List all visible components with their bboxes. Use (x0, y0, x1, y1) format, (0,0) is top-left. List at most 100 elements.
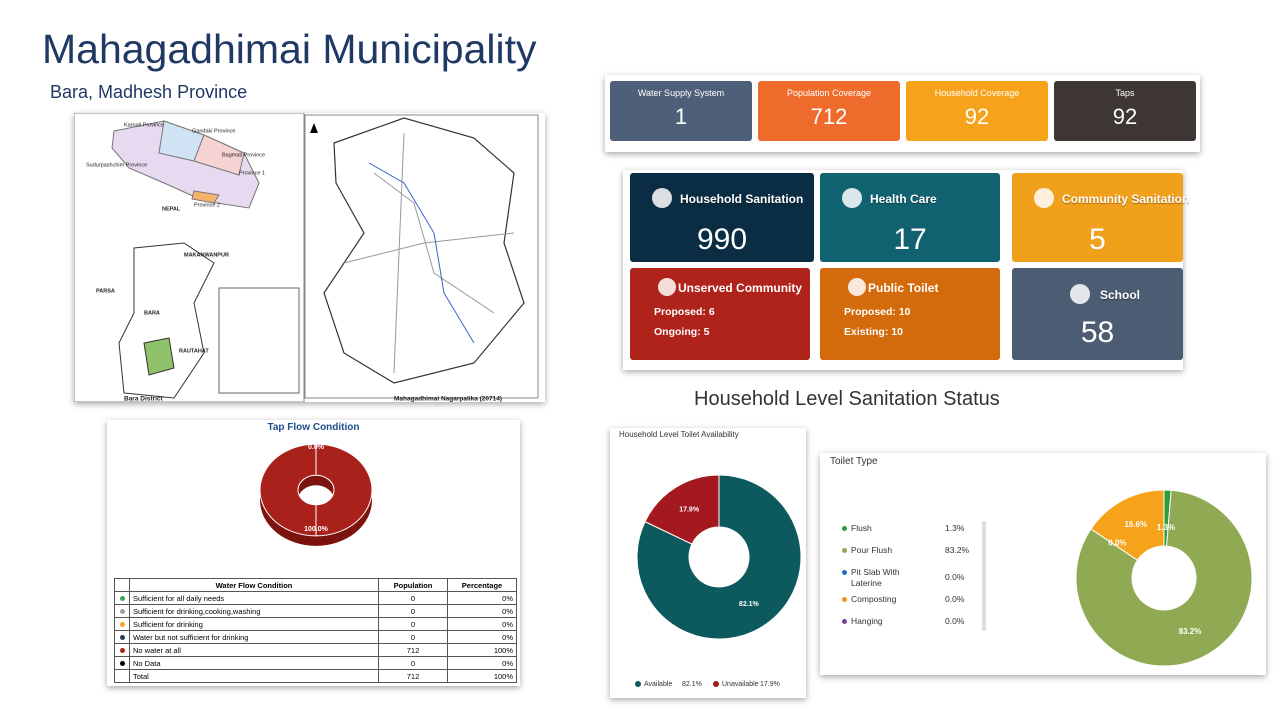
tile-value: 712 (810, 104, 848, 129)
map-label: Province 1 (239, 170, 265, 176)
legend-value: 83.2% (945, 545, 970, 555)
toilet-type-chart: 1.3% 83.2% 0.0% 15.6% (1075, 489, 1253, 667)
card-value: 17 (893, 223, 927, 256)
table-header (114, 578, 130, 592)
north-arrow (310, 123, 318, 133)
province-shape (193, 134, 245, 176)
card-label: Health Care (870, 192, 937, 206)
table-cell: 100% (447, 643, 517, 657)
table-cell: Sufficient for drinking (129, 617, 379, 631)
summary-tile: Population Coverage 712 (758, 81, 900, 141)
map-label: Mahagadhimai Nagarpalika (20714) (394, 396, 502, 402)
table-header: Percentage (447, 578, 517, 592)
slice-label: 0.0% (308, 444, 325, 451)
table-cell: 0% (447, 617, 517, 631)
stat-card: Household Sanitation 990 (630, 173, 814, 262)
legend-label: Pour Flush (851, 545, 893, 555)
municipality-outline (323, 117, 525, 384)
legend-label: Pit Slab With Laterine (851, 567, 900, 588)
toilet-type-panel: Toilet Type Flush 1.3% Pour Flush 83.2% Pit … (820, 453, 1266, 675)
table-header-row: Water Flow Condition Population Percentage (114, 578, 517, 592)
status-value: 10 (898, 306, 911, 318)
table-cell: 100% (447, 669, 517, 683)
tile-label: Population Coverage (786, 88, 872, 98)
summary-tile: Water Supply System 1 (610, 81, 752, 141)
legend-dot (635, 681, 641, 687)
stat-card: Health Care 17 (820, 173, 1000, 262)
legend-label: Flush (851, 523, 872, 533)
slice-label: 0.0% (1108, 539, 1126, 548)
table-header: Water Flow Condition (129, 578, 379, 592)
slice-label: 1.3% (1157, 523, 1175, 532)
table-cell: 712 (378, 669, 448, 683)
legend-value: 0.0% (945, 594, 965, 604)
row-dot (119, 608, 125, 614)
stat-card: Community Sanitation 5 (1012, 173, 1189, 262)
table-cell (114, 669, 130, 683)
status-label: Proposed: (654, 306, 706, 318)
card-label: School (1100, 288, 1141, 302)
tile-label: Taps (1115, 88, 1135, 98)
table-cell: 0 (378, 591, 448, 605)
card-value: 58 (1080, 316, 1115, 349)
tile-label: Household Coverage (934, 88, 1020, 98)
map-label: Karnali Province (124, 122, 164, 128)
availability-chart: 82.1%17.9%Available 82.1% Unavailable 17.9% (635, 474, 802, 688)
table-cell (114, 656, 130, 670)
table-cell: 0% (447, 630, 517, 644)
tap-flow-panel: Tap Flow Condition 0.0% 100.0% Water Flow… (107, 420, 520, 686)
page-subtitle: Bara, Madhesh Province (50, 82, 248, 102)
table-cell: Sufficient for drinking,cooking,washing (129, 604, 379, 618)
table-cell (114, 591, 130, 605)
row-dot (119, 647, 125, 653)
map-label: Bagmati Province (222, 152, 265, 158)
status-label: Proposed: (844, 306, 896, 318)
card-icon (842, 188, 862, 208)
panel-title: Household Level Toilet Availability (619, 430, 739, 439)
map-label: Sudurpashchim Province (86, 162, 147, 168)
municipality-shape (143, 337, 175, 376)
table-header: Population (378, 578, 448, 592)
map-label: NEPAL (162, 206, 181, 212)
tile-value: 1 (674, 104, 688, 129)
status-value: 5 (703, 326, 710, 338)
slice-label: 83.2% (1179, 627, 1202, 636)
table-cell (114, 643, 130, 657)
slice-label: 100.0% (304, 526, 329, 533)
tile-value: 92 (1112, 104, 1138, 129)
map-label: PARSA (96, 288, 115, 294)
slice-label: 15.6% (1124, 520, 1147, 529)
slice (636, 474, 802, 640)
summary-tile: Household Coverage 92 (906, 81, 1048, 141)
table-cell: Water but not sufficient for drinking (129, 630, 379, 644)
card-label: Community Sanitation (1062, 192, 1190, 206)
table-cell: No Data (129, 656, 379, 670)
page-title: Mahagadhimai Municipality (42, 26, 537, 72)
table-cell: 0% (447, 591, 517, 605)
status-label: Ongoing: (654, 326, 701, 338)
river (368, 162, 475, 344)
status-value: 10 (891, 326, 903, 338)
cards-panel: Household Sanitation 990 Health Care 17 Comm… (623, 170, 1189, 370)
card-icon (652, 188, 672, 208)
slice (644, 474, 720, 545)
table-row: Water but not sufficient for drinking 0 0% (114, 630, 517, 644)
legend-dot (842, 597, 847, 602)
card-icon (658, 278, 676, 296)
summary-strip: Water Supply System 1 Population Coverage 7… (605, 75, 1200, 152)
tap-table: Water Flow Condition Population Percentage… (114, 578, 517, 683)
slice-label: 17.9% (679, 506, 700, 513)
slice (1075, 489, 1253, 667)
table-row: No Data 0 0% (114, 656, 517, 670)
table-cell (114, 604, 130, 618)
table-cell: Sufficient for all daily needs (129, 591, 379, 605)
status-value: 6 (708, 306, 715, 318)
map-label: MAKANWANPUR (184, 252, 229, 258)
legend-value: 17.9% (760, 681, 780, 688)
table-cell: 0 (378, 630, 448, 644)
card-label: Public Toilet (868, 281, 939, 295)
tile-value: 92 (964, 104, 990, 129)
legend-dot (842, 570, 847, 575)
legend-box (218, 287, 300, 394)
panel-title: Tap Flow Condition (267, 422, 360, 433)
